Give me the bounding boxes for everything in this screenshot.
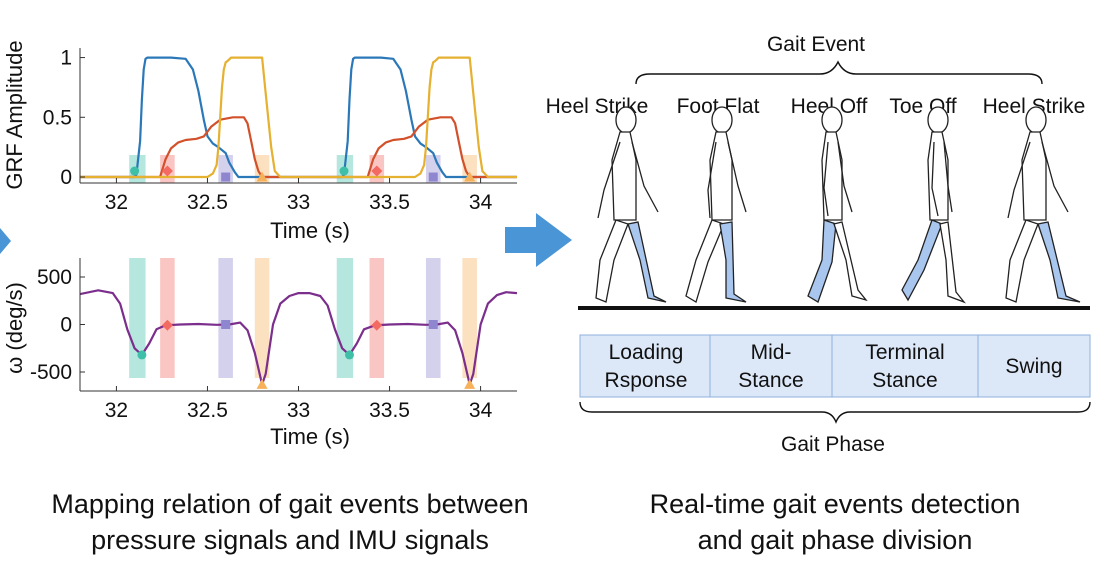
marker-foot-flat (161, 165, 173, 177)
gait-event-title: Gait Event (767, 33, 865, 56)
event-label-heel-off: Heel Off (791, 95, 868, 118)
marker-heel-strike (130, 166, 140, 176)
y-tick-label: 0 (60, 314, 72, 337)
phase-bar: Loading Rsponse Mid- Stance Terminal Sta… (579, 334, 1091, 398)
x-tick-label: 32 (105, 191, 128, 214)
phase-label-line1: Mid- (751, 341, 792, 364)
gyro-y-label: ω (deg/s) (2, 282, 27, 374)
event-band-foot-flat (160, 258, 175, 378)
marker-toe-off (256, 171, 268, 182)
gyro-y-ticks: 500 0 -500 (30, 266, 85, 384)
phase-label-line2: Stance (738, 369, 803, 392)
x-tick-label: 32 (105, 399, 128, 422)
walker-figure (901, 106, 966, 304)
gait-phase-brace (579, 401, 1091, 424)
walker-figure (685, 106, 747, 303)
marker-heel-off (221, 320, 231, 329)
series-line-shank-angular-velocity (80, 289, 517, 386)
x-tick-label: 34 (469, 191, 493, 214)
x-tick-label: 33 (287, 399, 310, 422)
phase-label-line1: Swing (1005, 355, 1062, 378)
event-label-foot-flat: Foot Flat (677, 95, 760, 118)
grf-series (80, 56, 517, 179)
grf-chart: 32 32.5 33 33.5 34 00.51 Time (s) GRF Amplit… (2, 40, 517, 243)
event-band-heel-strike (336, 258, 354, 378)
event-band-toe-off (254, 258, 270, 378)
marker-foot-flat (371, 165, 383, 177)
marker-toe-off (256, 378, 268, 389)
caption-right-line: Real-time gait events detection (649, 489, 1021, 519)
gyro-x-label: Time (s) (270, 424, 350, 449)
phase-label-line2: Stance (872, 369, 937, 392)
marker-toe-off (464, 378, 476, 389)
event-band-heel-off (425, 258, 441, 378)
marker-heel-strike (344, 350, 354, 360)
x-tick-label: 32.5 (187, 191, 228, 214)
x-tick-label: 32.5 (187, 399, 228, 422)
walker-figure (1005, 106, 1081, 303)
y-tick-label: -500 (30, 361, 72, 384)
marker-heel-strike (137, 350, 147, 360)
phase-box-loading-response (579, 334, 711, 398)
phase-label-line1: Loading (609, 341, 684, 364)
event-band-toe-off (462, 258, 477, 378)
grf-event-markers (130, 165, 476, 182)
y-tick-label: 0 (60, 166, 72, 189)
marker-heel-strike (339, 166, 349, 176)
event-label-heel-strike-2: Heel Strike (983, 95, 1086, 118)
phase-box-terminal-stance (831, 334, 979, 398)
grf-y-ticks: 00.51 (43, 47, 85, 189)
caption-right: Real-time gait events detection and gait… (580, 486, 1090, 558)
gait-phase-title: Gait Phase (781, 433, 885, 456)
walker-figure (595, 106, 667, 303)
event-bands-bottom (129, 258, 477, 378)
phase-label-line1: Terminal (865, 341, 944, 364)
left-edge-arrow (0, 228, 11, 254)
series-line-toe-sensor (80, 56, 517, 179)
gyro-x-ticks: 32 32.5 33 33.5 34 (105, 386, 493, 422)
marker-heel-off (221, 172, 231, 182)
grf-x-label: Time (s) (270, 218, 350, 243)
caption-left-line: pressure signals and IMU signals (91, 525, 489, 555)
gyro-chart: 32 32.5 33 33.5 34 500 0 -500 Time (s) ω (deg/… (2, 258, 517, 449)
phase-box-swing (977, 334, 1091, 398)
marker-foot-flat (161, 319, 173, 331)
gait-panel: Gait Event Heel Strike Foot Flat Heel Of… (546, 33, 1091, 456)
phase-label-line2: Rsponse (605, 369, 688, 392)
y-tick-label: 1 (60, 47, 72, 70)
x-tick-label: 33.5 (369, 399, 410, 422)
marker-toe-off (464, 171, 476, 182)
event-band-heel-strike (129, 258, 146, 378)
marker-heel-off (428, 172, 438, 182)
x-tick-label: 33 (287, 191, 310, 214)
caption-right-line: and gait phase division (697, 525, 973, 555)
gyro-series (80, 289, 517, 386)
gait-event-brace (635, 60, 1043, 85)
grf-y-label: GRF Amplitude (2, 40, 27, 189)
marker-heel-off (428, 320, 438, 329)
event-band-heel-off (218, 258, 233, 378)
x-tick-label: 34 (469, 399, 493, 422)
caption-left: Mapping relation of gait events between … (0, 486, 580, 558)
caption-left-line: Mapping relation of gait events between (51, 489, 529, 519)
event-band-foot-flat (369, 258, 385, 378)
phase-box-mid-stance (709, 334, 833, 398)
y-tick-label: 500 (37, 266, 72, 289)
grf-x-ticks: 32 32.5 33 33.5 34 (105, 178, 493, 214)
right-arrow-icon (505, 213, 572, 267)
gyro-event-markers (137, 319, 476, 389)
marker-foot-flat (371, 319, 383, 331)
y-tick-label: 0.5 (43, 106, 72, 129)
walker-figure (807, 106, 868, 303)
x-tick-label: 33.5 (369, 191, 410, 214)
